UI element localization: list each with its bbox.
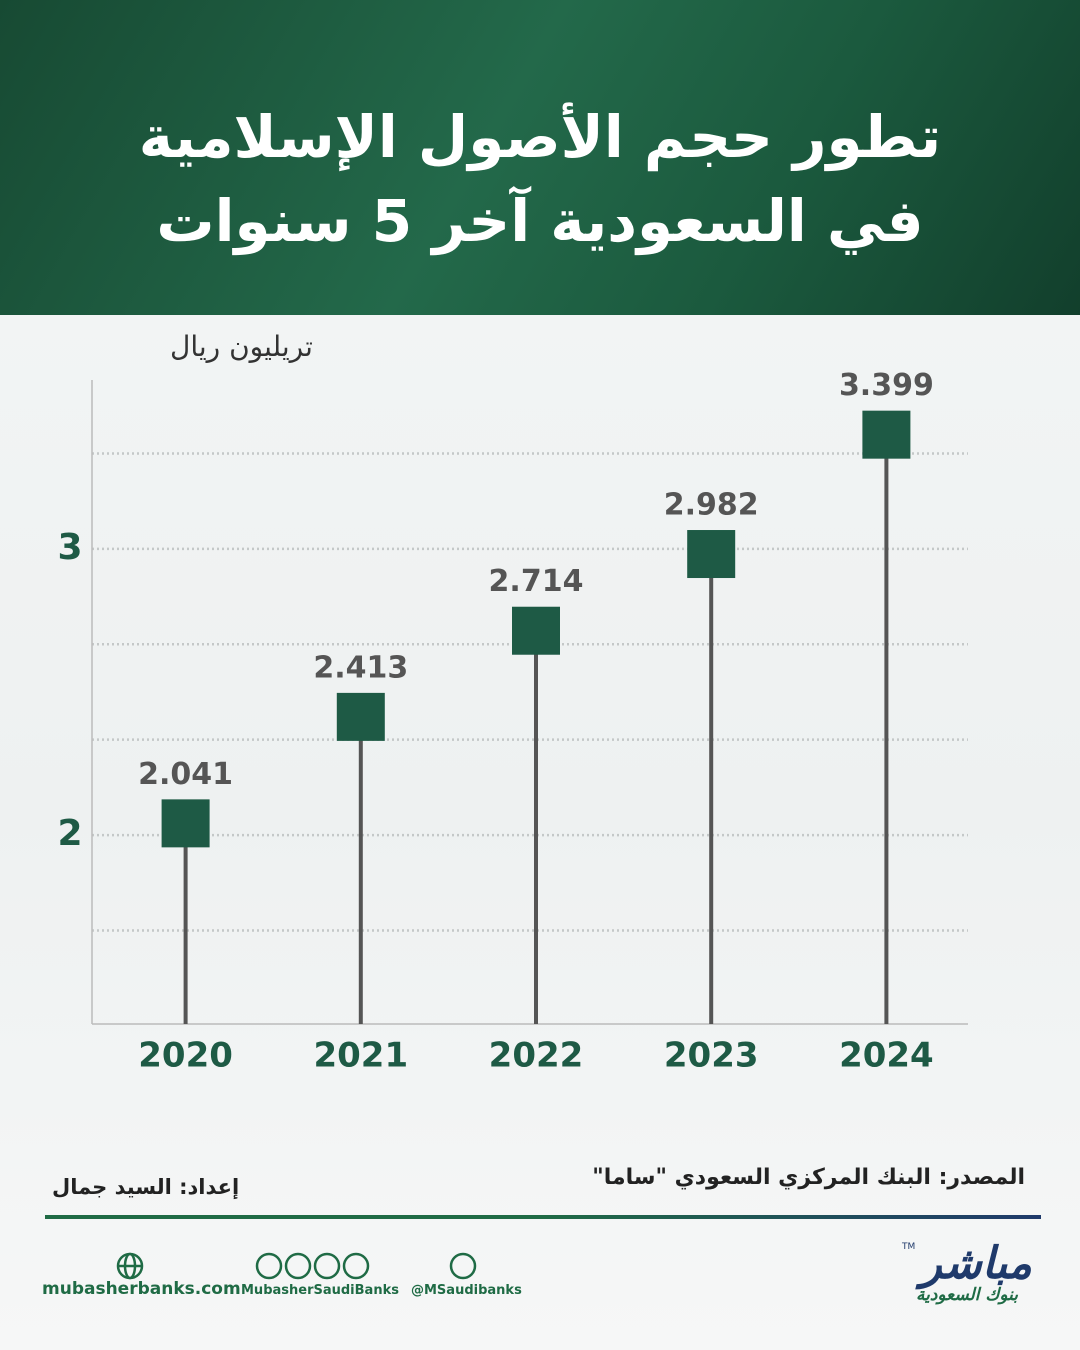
x-tick-label: 2023 xyxy=(664,1036,759,1076)
marker xyxy=(161,799,210,848)
header: تطور حجم الأصول الإسلامية في السعودية آخ… xyxy=(0,0,1080,315)
marker xyxy=(862,410,911,459)
twitter-handle[interactable]: @MSaudibanks xyxy=(411,1283,522,1298)
marker xyxy=(687,530,736,579)
x-tick-label: 2020 xyxy=(138,1036,233,1076)
value-label: 2.413 xyxy=(313,650,408,685)
credit: إعداد: السيد جمال xyxy=(52,1175,240,1199)
x-tick-label: 2021 xyxy=(313,1036,408,1076)
logo: مباشر xyxy=(920,1238,1032,1289)
value-label: 3.399 xyxy=(839,368,934,403)
value-label: 2.041 xyxy=(138,757,233,792)
marker xyxy=(512,606,560,655)
marker xyxy=(336,692,385,741)
source: المصدر: البنك المركزي السعودي "ساما" xyxy=(592,1165,1025,1190)
divider xyxy=(45,1215,1041,1219)
chart-title: تطور حجم الأصول الإسلامية في السعودية آخ… xyxy=(138,103,942,255)
logo-tm: TM xyxy=(902,1242,916,1252)
y-axis-label: تريليون ريال xyxy=(170,330,313,363)
value-label: 2.982 xyxy=(664,488,759,523)
y-tick-label: 3 xyxy=(57,527,82,568)
website[interactable]: mubasherbanks.com xyxy=(42,1279,241,1299)
logo-subtitle: بنوك السعودية xyxy=(915,1285,1018,1305)
x-tick-label: 2024 xyxy=(839,1036,934,1076)
y-tick-label: 2 xyxy=(57,813,82,854)
social-handle[interactable]: MubasherSaudiBanks xyxy=(241,1283,399,1298)
x-tick-label: 2022 xyxy=(489,1036,584,1076)
value-label: 2.714 xyxy=(489,564,584,599)
